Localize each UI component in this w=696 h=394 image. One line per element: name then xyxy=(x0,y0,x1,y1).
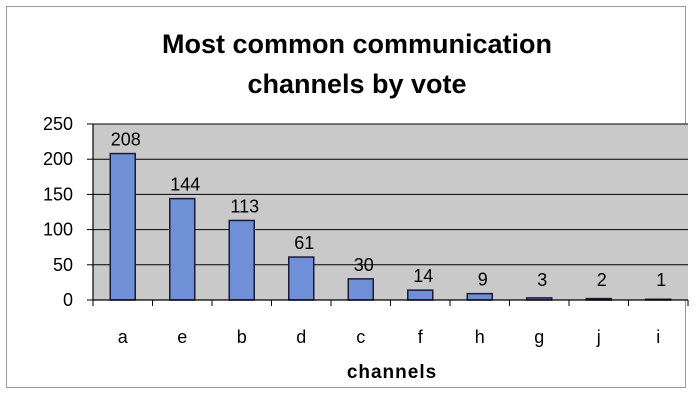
x-tick-label-j: j xyxy=(596,327,601,347)
data-label-f: 14 xyxy=(413,266,433,286)
data-label-b: 113 xyxy=(230,196,259,216)
x-tick-label-e: e xyxy=(177,327,187,347)
bar-h xyxy=(466,292,493,301)
chart-title-line-2: channels by vote xyxy=(247,69,466,99)
y-tick-label: 200 xyxy=(43,149,73,169)
data-label-j: 2 xyxy=(597,270,607,290)
x-tick-label-c: c xyxy=(356,327,365,347)
bar-e xyxy=(169,197,196,301)
y-tick-label: 150 xyxy=(43,184,73,204)
x-tick-label-d: d xyxy=(296,327,306,347)
data-label-d: 61 xyxy=(294,233,314,253)
x-tick-label-f: f xyxy=(418,327,424,347)
x-tick-label-i: i xyxy=(656,327,660,347)
bar-a xyxy=(109,152,136,301)
bar-c xyxy=(347,278,374,301)
x-tick-label-b: b xyxy=(237,327,247,347)
bar-f xyxy=(407,289,434,301)
bar-d xyxy=(288,256,315,301)
x-tick-label-a: a xyxy=(118,327,129,347)
data-label-c: 30 xyxy=(354,255,374,275)
data-label-g: 3 xyxy=(537,270,547,290)
y-tick-label: 50 xyxy=(53,255,73,275)
y-tick-label: 100 xyxy=(43,220,73,240)
bar-b xyxy=(228,219,255,301)
y-tick-label: 0 xyxy=(63,290,73,310)
chart-title-line-1: Most common communication xyxy=(162,29,552,59)
y-tick-label: 250 xyxy=(43,114,73,134)
x-tick-label-h: h xyxy=(475,327,485,347)
data-label-i: 1 xyxy=(656,270,666,290)
data-label-h: 9 xyxy=(478,270,488,290)
data-label-a: 208 xyxy=(111,130,141,150)
x-axis-title: channels xyxy=(347,362,437,383)
x-tick-label-g: g xyxy=(534,327,544,347)
data-label-e: 144 xyxy=(170,175,200,195)
